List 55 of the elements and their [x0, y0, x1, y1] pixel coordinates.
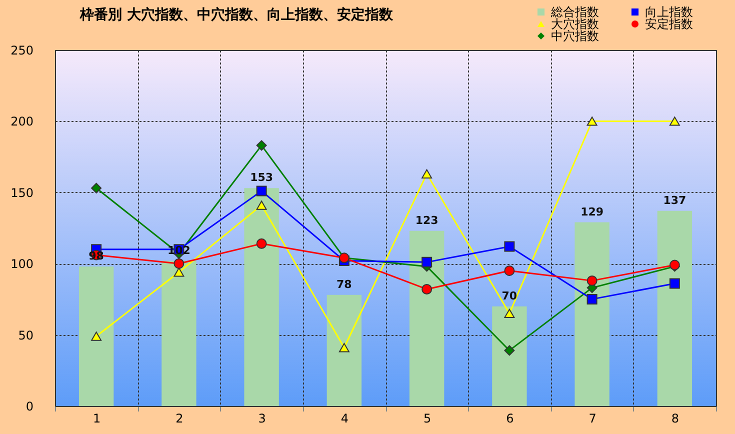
legend-label: 大穴指数	[551, 17, 599, 31]
legend-label: 総合指数	[550, 5, 599, 19]
point	[256, 186, 267, 196]
data-label: 153	[250, 171, 274, 184]
point	[256, 238, 267, 249]
point	[504, 265, 515, 276]
y-tick-label: 150	[10, 186, 34, 200]
bar	[657, 210, 692, 406]
data-label: 70	[502, 289, 518, 302]
bar	[574, 222, 610, 406]
y-tick-label: 50	[18, 328, 34, 342]
point	[174, 268, 184, 277]
x-tick-label: 3	[258, 412, 266, 426]
point	[586, 275, 598, 286]
point	[422, 256, 432, 268]
y-tick-label: 0	[26, 400, 34, 414]
x-tick-label: 1	[92, 412, 101, 426]
bar	[162, 260, 196, 406]
point	[504, 241, 515, 252]
point	[338, 343, 350, 352]
bar	[78, 266, 114, 406]
legend-label: 中穴指数	[551, 29, 599, 43]
y-tick-label: 250	[10, 44, 34, 58]
y-tick-label: 200	[10, 114, 34, 129]
point	[669, 278, 680, 289]
x-tick-label: 6	[506, 412, 514, 426]
legend-label: 向上指数	[645, 5, 693, 19]
point	[256, 140, 267, 151]
data-label: 129	[580, 205, 604, 218]
point	[586, 116, 598, 126]
x-tick-label: 7	[588, 412, 596, 426]
point	[422, 169, 432, 178]
y-tick-label: 100	[10, 257, 34, 272]
point	[504, 345, 515, 356]
point	[256, 200, 267, 210]
x-tick-label: 4	[340, 412, 349, 426]
x-tick-label: 8	[671, 412, 680, 426]
bar	[326, 294, 362, 406]
point	[91, 182, 102, 194]
legend-label: 安定指数	[645, 17, 693, 31]
bar	[409, 230, 444, 406]
chart-title: 枠番別 大穴指数、中穴指数、向上指数、安定指数	[79, 6, 394, 23]
point	[174, 258, 184, 269]
x-tick-label: 5	[423, 412, 432, 426]
x-tick-label: 2	[176, 412, 184, 426]
point	[422, 284, 432, 294]
bar	[244, 188, 279, 406]
data-label: 137	[663, 194, 686, 207]
data-label: 78	[336, 278, 352, 291]
bar	[492, 306, 527, 406]
point	[586, 294, 598, 304]
point	[91, 332, 102, 341]
point	[504, 308, 515, 318]
data-label: 123	[415, 214, 438, 227]
point	[669, 116, 680, 126]
